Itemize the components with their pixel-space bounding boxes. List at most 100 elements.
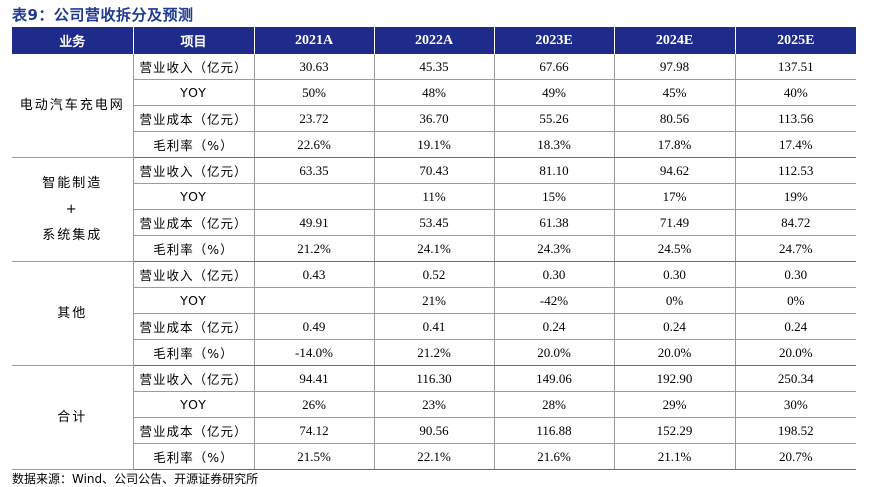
value-cell: 149.06 bbox=[494, 365, 615, 392]
item-cell: 毛利率（%） bbox=[133, 235, 255, 262]
value-cell: 20.0% bbox=[735, 339, 856, 366]
value-cell: 21% bbox=[374, 287, 495, 314]
value-cell: 48% bbox=[374, 79, 495, 106]
segment-label: 其他 bbox=[57, 305, 88, 321]
value-cell: 19.1% bbox=[374, 131, 495, 158]
header-segment: 业务 bbox=[12, 27, 134, 54]
value-cell: 74.12 bbox=[254, 417, 375, 444]
value-cell: 84.72 bbox=[735, 209, 856, 236]
header-year: 2022A bbox=[374, 27, 495, 54]
table-row: 智能制造 + 系统集成 营业收入（亿元） 63.35 70.43 81.10 94.62 112… bbox=[12, 157, 856, 262]
value-cell: 19% bbox=[735, 183, 856, 210]
value-cell: 250.34 bbox=[735, 365, 856, 392]
value-cell: 29% bbox=[614, 391, 736, 418]
header-year: 2025E bbox=[735, 27, 856, 54]
value-cell: 80.56 bbox=[614, 105, 736, 132]
value-cell: 17% bbox=[614, 183, 736, 210]
value-cell: 0.24 bbox=[735, 313, 856, 340]
table-row: 营业成本（亿元） 0.49 0.41 0.24 0.24 0.24 bbox=[12, 313, 856, 340]
item-cell: 营业成本（亿元） bbox=[133, 313, 255, 340]
value-cell: 61.38 bbox=[494, 209, 615, 236]
value-cell: 50% bbox=[254, 79, 375, 106]
table-title: 表9：公司营收拆分及预测 bbox=[12, 6, 194, 24]
value-cell: 112.53 bbox=[735, 157, 856, 184]
table-row: YOY 26% 23% 28% 29% 30% bbox=[12, 391, 856, 418]
item-cell: 毛利率（%） bbox=[133, 443, 255, 470]
table-row: YOY 50% 48% 49% 45% 40% bbox=[12, 79, 856, 106]
value-cell: 198.52 bbox=[735, 417, 856, 444]
value-cell: 20.0% bbox=[614, 339, 736, 366]
segment-label: 电动汽车充电网 bbox=[19, 97, 125, 113]
table-row: 毛利率（%） 21.2% 24.1% 24.3% 24.5% 24.7% bbox=[12, 235, 856, 262]
segment-cell: 其他 bbox=[12, 261, 134, 366]
value-cell: 0.43 bbox=[254, 261, 375, 288]
value-cell: 15% bbox=[494, 183, 615, 210]
value-cell: 45% bbox=[614, 79, 736, 106]
value-cell: 23.72 bbox=[254, 105, 375, 132]
header-row: 业务 项目 2021A 2022A 2023E 2024E 2025E bbox=[12, 27, 856, 54]
segment-label: 合计 bbox=[57, 409, 88, 425]
table-row: YOY 21% -42% 0% 0% bbox=[12, 287, 856, 314]
item-cell: 营业成本（亿元） bbox=[133, 105, 255, 132]
value-cell: 0.24 bbox=[614, 313, 736, 340]
table-row: YOY 11% 15% 17% 19% bbox=[12, 183, 856, 210]
value-cell: 67.66 bbox=[494, 54, 615, 80]
header-year: 2024E bbox=[614, 27, 736, 54]
value-cell: 97.98 bbox=[614, 54, 736, 80]
value-cell: 28% bbox=[494, 391, 615, 418]
table-row: 毛利率（%） -14.0% 21.2% 20.0% 20.0% 20.0% bbox=[12, 339, 856, 366]
value-cell: 40% bbox=[735, 79, 856, 106]
value-cell: 137.51 bbox=[735, 54, 856, 80]
revenue-forecast-table: 业务 项目 2021A 2022A 2023E 2024E 2025E 电动汽车… bbox=[12, 27, 856, 470]
segment-cell: 智能制造 + 系统集成 bbox=[12, 157, 134, 262]
table-row: 电动汽车充电网 营业收入（亿元） 30.63 45.35 67.66 97.98 137.5… bbox=[12, 54, 856, 158]
header-year: 2021A bbox=[254, 27, 375, 54]
value-cell: 116.88 bbox=[494, 417, 615, 444]
value-cell: 0.30 bbox=[614, 261, 736, 288]
value-cell: 63.35 bbox=[254, 157, 375, 184]
item-cell: 营业收入（亿元） bbox=[133, 261, 255, 288]
source-note: 数据来源：Wind、公司公告、开源证券研究所 bbox=[12, 472, 259, 486]
table-row: 毛利率（%） 22.6% 19.1% 18.3% 17.8% 17.4% bbox=[12, 131, 856, 158]
value-cell: 17.8% bbox=[614, 131, 736, 158]
table-row: 合计 营业收入（亿元） 94.41 116.30 149.06 192.90 250.34 bbox=[12, 365, 856, 470]
item-cell: YOY bbox=[133, 287, 255, 314]
segment-cell: 合计 bbox=[12, 365, 134, 470]
value-cell: 26% bbox=[254, 391, 375, 418]
value-cell: 49.91 bbox=[254, 209, 375, 236]
value-cell: 152.29 bbox=[614, 417, 736, 444]
value-cell: 90.56 bbox=[374, 417, 495, 444]
value-cell: 30.63 bbox=[254, 54, 375, 80]
table-row: 营业成本（亿元） 23.72 36.70 55.26 80.56 113.56 bbox=[12, 105, 856, 132]
segment-label: + bbox=[65, 201, 79, 217]
value-cell: 18.3% bbox=[494, 131, 615, 158]
value-cell: 21.5% bbox=[254, 443, 375, 470]
value-cell: -14.0% bbox=[254, 339, 375, 366]
value-cell: 24.3% bbox=[494, 235, 615, 262]
value-cell: 21.2% bbox=[254, 235, 375, 262]
item-cell: YOY bbox=[133, 183, 255, 210]
table-row: 毛利率（%） 21.5% 22.1% 21.6% 21.1% 20.7% bbox=[12, 443, 856, 470]
value-cell: 36.70 bbox=[374, 105, 495, 132]
item-cell: 营业成本（亿元） bbox=[133, 209, 255, 236]
value-cell: 20.0% bbox=[494, 339, 615, 366]
value-cell: -42% bbox=[494, 287, 615, 314]
value-cell bbox=[254, 287, 375, 314]
value-cell: 71.49 bbox=[614, 209, 736, 236]
item-cell: YOY bbox=[133, 391, 255, 418]
table-body: 电动汽车充电网营业收入（亿元） 30.63 45.35 67.66 97.98 137.5… bbox=[12, 54, 856, 470]
value-cell: 55.26 bbox=[494, 105, 615, 132]
item-cell: 毛利率（%） bbox=[133, 131, 255, 158]
item-cell: 营业成本（亿元） bbox=[133, 417, 255, 444]
segment-label: 智能制造 bbox=[42, 175, 103, 191]
value-cell: 17.4% bbox=[735, 131, 856, 158]
value-cell: 81.10 bbox=[494, 157, 615, 184]
table-row: 营业成本（亿元） 49.91 53.45 61.38 71.49 84.72 bbox=[12, 209, 856, 236]
value-cell: 21.2% bbox=[374, 339, 495, 366]
value-cell: 45.35 bbox=[374, 54, 495, 80]
value-cell: 21.1% bbox=[614, 443, 736, 470]
value-cell: 0.30 bbox=[494, 261, 615, 288]
item-cell: 营业收入（亿元） bbox=[133, 365, 255, 392]
value-cell: 53.45 bbox=[374, 209, 495, 236]
value-cell bbox=[254, 183, 375, 210]
